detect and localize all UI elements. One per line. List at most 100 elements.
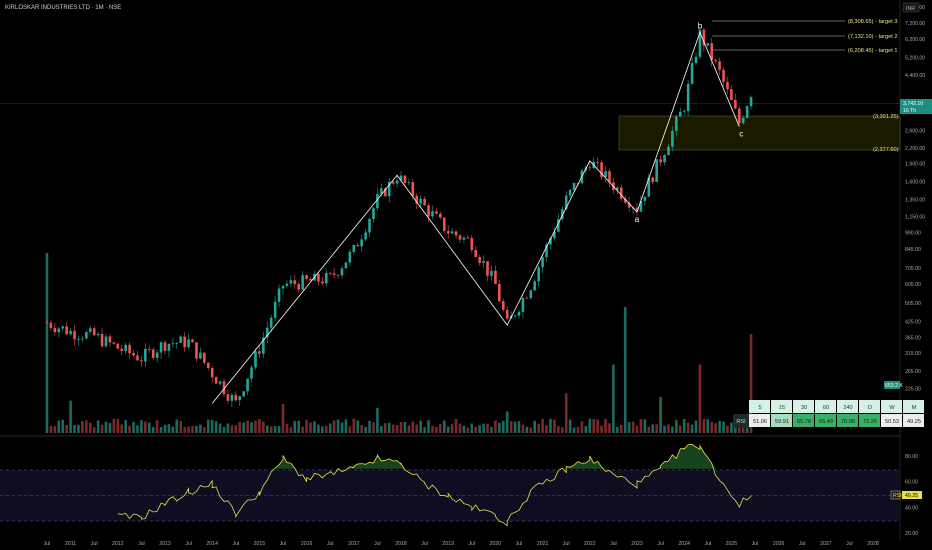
volume-bar [77,424,80,433]
candle-body [718,61,721,70]
volume-bar [564,393,568,433]
volume-bar [608,423,611,433]
volume-bar [175,419,179,433]
rsi-table-header: 60 [823,405,829,411]
x-tick-label: 2024 [678,541,690,547]
volume-bar [364,426,367,433]
candle-body [663,155,666,163]
candle-body [399,175,403,181]
volume-bar [179,421,183,433]
volume-bar [340,422,344,433]
rsi-table-value: 51.06 [753,419,767,425]
volume-bar [289,427,293,433]
volume-bar [568,419,572,433]
volume-bar [352,418,356,433]
volume-bar [612,364,615,433]
candle-body [340,268,344,276]
candle-body [336,274,340,276]
candle-body [458,235,462,240]
candle-body [179,336,183,343]
volume-bar [301,426,304,433]
volume-bar [749,334,753,433]
rsi-table-header-cell [749,400,770,413]
volume-bar [163,424,167,433]
volume-bar [61,419,65,433]
volume-bar [490,426,493,433]
y-tick-label: 1,900.00 [905,162,925,168]
volume-bar [525,426,529,433]
volume-bar [427,420,430,433]
candle-body [655,159,658,183]
candle-body [403,175,407,184]
volume-bar [702,418,706,433]
candle-body [659,159,662,163]
candle-body [285,283,289,286]
candle-body [541,257,544,268]
y-tick-label: 315.00 [905,351,921,357]
x-tick-label: Jul [468,541,475,547]
rsi-table-header: 15 [779,405,785,411]
candle-body [191,339,194,343]
candle-body [446,230,450,234]
rsi-table-header: M [912,405,917,411]
candle-body [442,217,446,231]
volume-bar [399,422,403,433]
volume-bar [572,427,576,433]
x-tick-label: 2023 [631,541,643,547]
x-tick-label: Jul [91,541,98,547]
volume-bar [104,421,108,433]
candle-body [702,29,706,46]
rsi-table-value-cell [793,414,814,427]
currency-label: INR [906,6,915,12]
volume-bar [234,425,238,433]
candle-body [301,275,304,290]
volume-bar [313,421,316,433]
x-tick-label: Jul [327,541,334,547]
rsi-value-label: 49.25 [905,493,918,499]
candle-body [560,209,564,220]
candle-body [45,322,49,324]
volume-bar [442,420,446,433]
candle-body [73,330,76,340]
candle-body [159,342,163,353]
candle-body [61,326,65,329]
rsi-tag-label: RSI [893,493,902,499]
volume-bar [478,425,481,433]
volume-bars [45,253,753,433]
candle-body [698,29,702,57]
volume-bar [714,423,717,433]
x-tick-label: 2016 [301,541,313,547]
y-tick-label: 5,200.00 [905,56,925,62]
volume-bar [623,307,627,433]
volume-bar [65,424,68,433]
candle-body [53,327,57,333]
wave-label-c: c [739,130,743,139]
candle-body [737,108,741,124]
volume-bar [698,364,702,433]
x-tick-label: 2021 [537,541,549,547]
candle-body [749,97,753,107]
volume-bar [655,424,658,433]
volume-bar [730,422,733,433]
candle-body [293,280,297,285]
candle-body [372,208,375,219]
candle-body [537,267,540,282]
candle-body [623,198,627,203]
x-tick-label: 2022 [584,541,596,547]
currency-box[interactable] [902,2,920,13]
volume-bar [458,423,462,433]
candle-body [596,161,599,163]
candle-body [391,181,395,184]
candle-body [478,256,481,263]
candle-body [269,317,273,328]
volume-bar [537,423,540,433]
candle-body [140,360,143,362]
volume-bar [372,422,375,433]
candle-body [627,202,631,208]
candle-body [525,297,529,299]
y-tick-label: 2,600.00 [905,129,925,135]
volume-bar [238,421,242,433]
x-tick-label: Jul [44,541,51,547]
candle-body [183,336,186,348]
